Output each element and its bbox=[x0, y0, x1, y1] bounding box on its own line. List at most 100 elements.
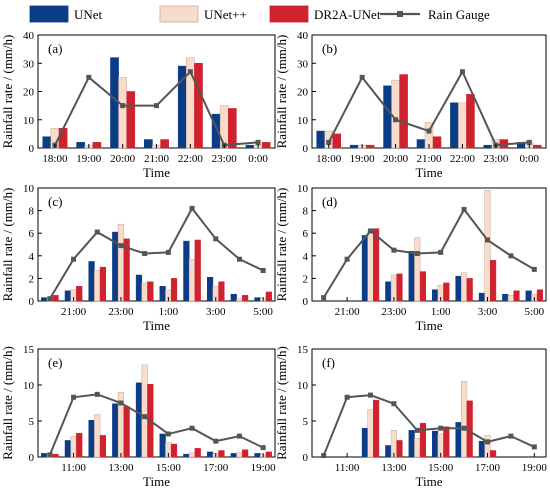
panel-a-xtick-label: 20:00 bbox=[110, 153, 136, 165]
panel-e-rain-gauge-point bbox=[189, 425, 195, 431]
panel-e-bar-unetpp bbox=[94, 414, 101, 458]
panel-f-rain-gauge-point bbox=[368, 392, 373, 398]
panel-d-y-axis-title: Rainfall rate / (mm/h) bbox=[274, 188, 289, 302]
panel-b-ytick-label: 30 bbox=[297, 58, 309, 70]
panel-d-bar-dr2aunet bbox=[373, 228, 380, 302]
panel-b-xtick-label: 20:00 bbox=[383, 153, 409, 165]
panel-a-bar-unetpp bbox=[118, 77, 127, 149]
panel-c-ytick-label: 0 bbox=[29, 296, 35, 308]
panel-e-ytick-label: 15 bbox=[23, 344, 35, 356]
panel-c-xtick-label: 5:00 bbox=[253, 306, 273, 318]
panel-e-bar-unet bbox=[112, 403, 119, 458]
panel-a-bar-dr2aunet bbox=[92, 142, 102, 149]
panel-b-bar-dr2aunet bbox=[533, 144, 542, 149]
panel-d-bar-unet bbox=[502, 293, 509, 302]
panel-a-bar-dr2aunet bbox=[194, 63, 203, 149]
panel-f-bar-unetpp bbox=[367, 409, 374, 458]
panel-c-bar-unetpp bbox=[94, 270, 101, 302]
panel-e-y-axis-title: Rainfall rate / (mm/h) bbox=[0, 346, 15, 460]
panel-e-bar-dr2aunet bbox=[76, 432, 83, 458]
panel-d-bar-dr2aunet bbox=[396, 273, 403, 302]
panel-f-rain-gauge-point bbox=[438, 425, 444, 431]
panel-d-rain-gauge-point bbox=[368, 228, 373, 234]
panel-e-rain-gauge-point bbox=[213, 438, 219, 444]
panel-c-bar-unetpp bbox=[117, 223, 125, 302]
panel-d-rain-gauge-point bbox=[461, 206, 467, 212]
panel-d-bar-unetpp bbox=[507, 295, 514, 302]
legend-rain-gauge-swatch-marker bbox=[397, 11, 403, 17]
panel-d-rain-gauge-line bbox=[322, 207, 535, 299]
panel-a-ytick-label: 0 bbox=[29, 143, 35, 155]
panel-e-tag: (e) bbox=[48, 355, 62, 370]
panel-e-ytick-label: 10 bbox=[23, 380, 35, 392]
panel-d-tag: (d) bbox=[322, 194, 337, 209]
panel-b-tag: (b) bbox=[322, 41, 337, 56]
panel-a-ytick-label: 10 bbox=[23, 115, 35, 127]
panel-a-xtick-label: 0:00 bbox=[248, 153, 268, 165]
panel-c-y-axis-title: Rainfall rate / (mm/h) bbox=[0, 188, 15, 302]
panel-f-bar-unet bbox=[361, 427, 368, 458]
panel-b-bar-unet bbox=[450, 102, 459, 149]
panel-a-bar-unet bbox=[42, 136, 52, 149]
panel-d-bar-unet bbox=[361, 235, 368, 302]
panel-f-bar-dr2aunet bbox=[396, 440, 403, 458]
panel-e-bar-dr2aunet bbox=[242, 449, 249, 458]
panel-b-y-axis-title: Rainfall rate / (mm/h) bbox=[274, 35, 289, 149]
panel-a-x-axis-title: Time bbox=[143, 165, 170, 180]
panel-c-bar-dr2aunet bbox=[242, 295, 249, 302]
panel-f-rain-gauge-point bbox=[321, 453, 327, 459]
panel-b: 0 10 20 30 40 18:00 19:00 20:00 21:00 22:00 23:00 0… bbox=[274, 30, 547, 180]
panel-c-frame bbox=[37, 187, 276, 302]
panel-a-ytick-label: 30 bbox=[23, 58, 35, 70]
panel-b-bar-dr2aunet bbox=[432, 136, 442, 149]
panel-e-bar-unet bbox=[254, 453, 261, 458]
panel-c-xtick-label: 21:00 bbox=[61, 306, 87, 318]
panel-e-bar-dr2aunet bbox=[218, 450, 225, 458]
panel-c-ytick-label: 4 bbox=[29, 251, 35, 263]
legend-unet-swatch bbox=[29, 5, 69, 23]
panel-c-bar-dr2aunet bbox=[76, 286, 83, 302]
panel-a-xtick-label: 21:00 bbox=[144, 153, 170, 165]
panel-e-frame bbox=[37, 348, 276, 458]
panel-c: 0 2 4 6 8 10 21:00 23:00 1:00 3:00 5:00 (c) Time Rain… bbox=[0, 183, 276, 333]
panel-d-bar-dr2aunet bbox=[419, 271, 426, 302]
panel-f-bar-dr2aunet bbox=[490, 450, 497, 458]
panel-f-bar-unet bbox=[385, 445, 392, 458]
panel-d-rain-gauge-point bbox=[485, 237, 490, 243]
panel-d-xtick-label: 21:00 bbox=[335, 306, 361, 318]
panel-b-bar-unetpp bbox=[458, 102, 467, 149]
panel-a: 0 10 20 30 40 18:00 19:00 20:00 21:00 22:00 23:00 0… bbox=[0, 30, 276, 180]
legend-dr2a-unet: DR2A-UNet bbox=[269, 5, 381, 23]
panel-a-frame bbox=[37, 34, 276, 149]
panel-c-bar-unet bbox=[159, 286, 166, 302]
panel-c-bar-unet bbox=[135, 274, 143, 302]
panel-e-bar-unetpp bbox=[141, 364, 148, 458]
panel-f: 0 5 10 15 11:00 13:00 15:00 17:00 19:00 (f) Time Ra… bbox=[274, 344, 547, 489]
panel-c-rain-gauge-point bbox=[236, 256, 242, 262]
legend-unet: UNet bbox=[29, 5, 103, 23]
panel-c-bar-unet bbox=[41, 297, 48, 302]
panel-e-bar-dr2aunet bbox=[194, 448, 201, 458]
panel-a-bar-dr2aunet bbox=[261, 142, 271, 149]
panel-b-rain-gauge-point bbox=[459, 69, 465, 75]
panel-f-xtick-label: 11:00 bbox=[335, 462, 360, 474]
panel-c-bar-dr2aunet bbox=[170, 278, 178, 302]
panel-d-rain-gauge-point bbox=[508, 253, 514, 259]
panel-b-xtick-label: 0:00 bbox=[520, 153, 540, 165]
panel-d-rain-gauge-point bbox=[391, 247, 397, 253]
panel-d-bar-dr2aunet bbox=[513, 290, 520, 302]
panel-d-x-axis-title: Time bbox=[416, 318, 443, 333]
panel-a-xtick-label: 18:00 bbox=[42, 153, 68, 165]
panel-d-ytick-label: 8 bbox=[303, 206, 309, 218]
panel-d-ytick-label: 6 bbox=[303, 228, 309, 240]
panel-c-xtick-label: 23:00 bbox=[108, 306, 134, 318]
legend-unetpp-label: UNet++ bbox=[204, 7, 247, 22]
panel-e-bar-unet bbox=[230, 453, 237, 458]
panel-e-bar-unetpp bbox=[236, 452, 243, 458]
panel-e-bar-dr2aunet bbox=[170, 443, 178, 458]
panel-b-bar-unet bbox=[416, 139, 426, 149]
panel-d-bar-unetpp bbox=[367, 230, 374, 302]
panel-f-ytick-label: 15 bbox=[297, 344, 309, 356]
